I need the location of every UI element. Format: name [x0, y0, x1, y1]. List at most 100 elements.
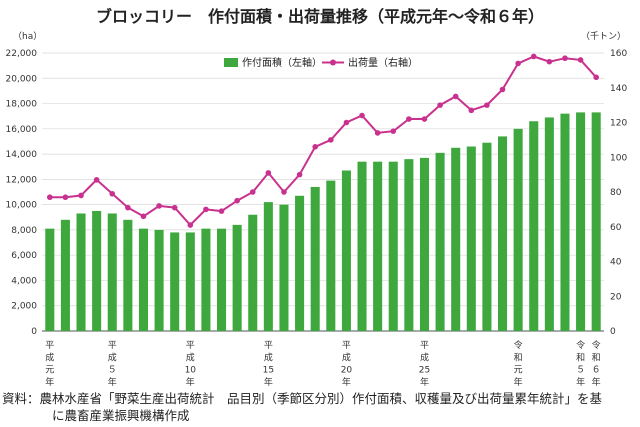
x-tick-label: 平成５年 — [108, 340, 117, 388]
legend: 作付面積（左軸） 出荷量（右軸） — [224, 56, 418, 69]
left-tick-label: 12,000 — [6, 175, 38, 185]
right-tick-label: 80 — [610, 188, 622, 198]
shipment-point — [374, 130, 381, 136]
area-bar — [498, 136, 508, 331]
area-bar — [357, 161, 367, 331]
x-tick-label: 令和５年 — [576, 339, 585, 388]
shipment-point — [78, 192, 84, 199]
shipment-point — [109, 190, 116, 197]
area-bar — [529, 121, 539, 332]
x-tick-label: 平成元年 — [45, 340, 54, 388]
legend-swatch-shipment-marker — [330, 59, 336, 66]
x-tick-label: 令和６年 — [592, 339, 601, 388]
shipment-point — [406, 116, 412, 122]
area-bar — [185, 232, 195, 331]
shipment-line — [47, 53, 599, 228]
shipment-point — [62, 194, 69, 201]
x-tick-label: 平成 25 年 — [419, 340, 430, 388]
right-tick-label: 60 — [610, 223, 622, 233]
shipment-point — [546, 58, 553, 65]
x-tick-label: 平成 15 年 — [263, 340, 274, 388]
shipment-point — [312, 144, 318, 150]
area-bar — [435, 152, 445, 331]
source-line-2: に農畜産業振興機構作成 — [52, 408, 190, 423]
shipment-point — [296, 171, 303, 178]
area-bar — [170, 232, 180, 331]
shipment-point — [281, 189, 287, 195]
shipment-point — [156, 203, 162, 209]
shipment-point — [530, 53, 537, 60]
shipment-point — [47, 194, 53, 201]
left-tick-label: 8,000 — [11, 226, 37, 236]
chart-title: ブロッコリー 作付面積・出荷量推移（平成元年〜令和６年） — [96, 7, 544, 26]
left-tick-label: 2,000 — [11, 302, 37, 312]
shipment-line-path — [49, 55, 597, 227]
area-bar — [591, 112, 601, 332]
area-bar — [560, 113, 570, 332]
shipment-point — [234, 197, 240, 204]
area-bar — [60, 219, 70, 331]
area-bar — [138, 228, 148, 331]
shipment-point — [203, 206, 209, 213]
area-bar — [217, 228, 227, 331]
shipment-point — [140, 213, 147, 220]
area-bar — [404, 159, 414, 331]
left-axis-unit: （ha） — [13, 31, 42, 42]
right-tick-label: 120 — [610, 119, 627, 129]
x-tick-label: 令和元年 — [514, 339, 523, 388]
area-bar — [326, 180, 336, 331]
right-tick-label: 0 — [610, 327, 616, 337]
shipment-point — [593, 74, 599, 81]
source-line-1: 資料：農林水産省「野菜生産出荷統計 品目別（季節区分別）作付面積、収穫量及び出荷… — [2, 391, 603, 406]
area-bar — [513, 128, 523, 331]
left-tick-label: 14,000 — [6, 150, 38, 160]
shipment-point — [437, 102, 443, 108]
right-tick-label: 160 — [610, 49, 627, 59]
x-tick-label: 平成 20 年 — [341, 340, 353, 388]
area-bar — [576, 112, 586, 332]
left-tick-label: 10,000 — [6, 201, 38, 211]
left-tick-label: 0 — [31, 327, 37, 337]
shipment-point — [499, 86, 506, 93]
legend-swatch-area — [224, 58, 238, 67]
shipment-point — [452, 93, 459, 100]
shipment-point — [390, 128, 397, 134]
shipment-point — [484, 102, 490, 108]
area-bar — [388, 161, 398, 331]
right-tick-label: 20 — [610, 292, 622, 302]
area-bar — [310, 186, 320, 331]
area-bar — [295, 195, 305, 331]
right-axis-unit: （千トン） — [581, 31, 626, 42]
area-bar — [154, 229, 164, 331]
source-note: 資料：農林水産省「野菜生産出荷統計 品目別（季節区分別）作付面積、収穫量及び出荷… — [2, 390, 638, 424]
shipment-point — [577, 57, 584, 63]
left-axis-ticks: 0 2,000 4,000 6,000 8,000 10,000 12,000 14,000 1… — [6, 49, 38, 337]
area-bar — [232, 224, 242, 331]
legend-label-shipment: 出荷量（右軸） — [348, 56, 418, 69]
shipment-point — [562, 55, 568, 62]
area-bar — [279, 204, 289, 331]
right-tick-label: 100 — [610, 153, 627, 163]
right-tick-label: 40 — [610, 258, 622, 268]
gridlines — [42, 52, 604, 332]
area-bar — [482, 142, 492, 331]
area-bar — [466, 146, 476, 331]
area-bar — [92, 210, 102, 331]
left-tick-label: 6,000 — [11, 251, 37, 261]
shipment-point — [93, 177, 100, 183]
shipment-point — [515, 60, 521, 67]
area-bar — [45, 228, 55, 331]
left-tick-label: 16,000 — [6, 125, 38, 135]
right-tick-label: 140 — [610, 84, 627, 94]
left-tick-label: 22,000 — [6, 49, 38, 59]
shipment-point — [468, 107, 475, 114]
left-tick-label: 18,000 — [6, 100, 38, 110]
left-tick-label: 20,000 — [6, 74, 38, 84]
area-bar — [451, 147, 461, 331]
left-tick-label: 4,000 — [11, 276, 37, 286]
shipment-point — [359, 112, 365, 119]
area-bar — [419, 157, 429, 331]
shipment-point — [249, 189, 256, 195]
